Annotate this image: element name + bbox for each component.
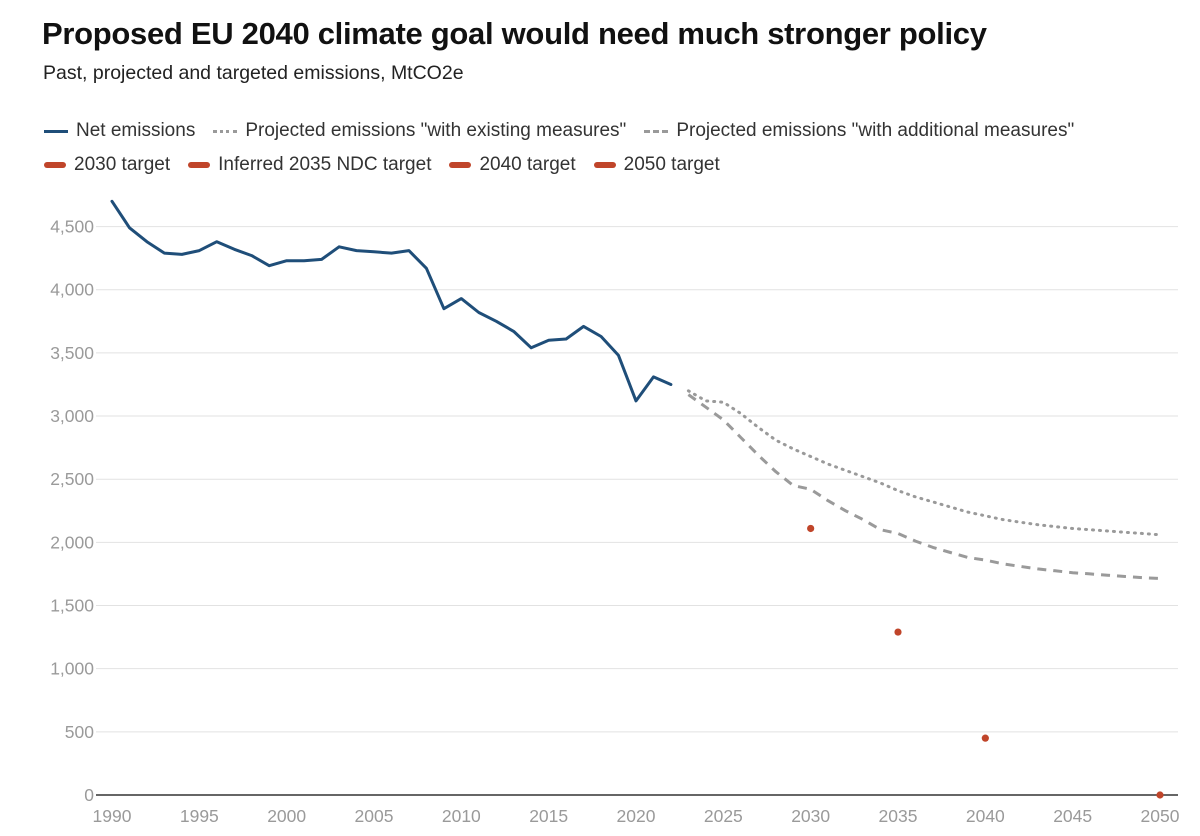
y-tick-label: 4,500 — [50, 217, 94, 237]
series-line-projected-emissions-with-existing-measures[interactable] — [686, 389, 1162, 537]
x-tick-label: 2030 — [791, 806, 830, 826]
y-tick-label: 2,000 — [50, 532, 94, 552]
y-tick-label: 1,500 — [50, 596, 94, 616]
series-line-net-emissions[interactable] — [110, 199, 673, 403]
legend-label-additional-measures: Projected emissions "with additional mea… — [676, 120, 1075, 141]
target-point-inferred-2035-ndc-target[interactable] — [894, 628, 902, 636]
legend-item-additional-measures[interactable]: Projected emissions "with additional mea… — [644, 120, 1074, 142]
y-tick-label: 2,500 — [50, 469, 94, 489]
y-tick-label: 1,000 — [50, 659, 94, 679]
legend-label-2035-target: Inferred 2035 NDC target — [218, 154, 432, 175]
legend-item-net-emissions[interactable]: Net emissions — [44, 120, 195, 142]
legend-swatch-2035-target — [188, 162, 211, 168]
x-tick-label: 2010 — [442, 806, 481, 826]
y-tick-label: 4,000 — [50, 280, 94, 300]
legend-label-2040-target: 2040 target — [479, 154, 576, 175]
x-tick-label: 1995 — [180, 806, 219, 826]
legend-label-net-emissions: Net emissions — [76, 120, 196, 141]
legend-item-2050-target[interactable]: 2050 target — [593, 154, 720, 176]
legend-item-2040-target[interactable]: 2040 target — [449, 154, 576, 176]
y-tick-label: 3,500 — [50, 343, 94, 363]
legend-item-existing-measures[interactable]: Projected emissions "with existing measu… — [213, 120, 626, 142]
legend-label-2030-target: 2030 target — [74, 154, 171, 175]
x-tick-label: 2020 — [617, 806, 656, 826]
legend-row-2: 2030 target Inferred 2035 NDC target 204… — [44, 154, 738, 176]
legend-swatch-2030-target — [44, 162, 66, 168]
y-tick-label: 0 — [84, 785, 94, 805]
legend-row-1: Net emissions Projected emissions "with … — [44, 120, 1092, 142]
legend-item-2035-target[interactable]: Inferred 2035 NDC target — [188, 154, 431, 176]
x-tick-label: 2015 — [529, 806, 568, 826]
legend-item-2030-target[interactable]: 2030 target — [44, 154, 170, 176]
target-point-2050-target[interactable] — [1156, 791, 1164, 799]
y-tick-label: 3,000 — [50, 406, 94, 426]
legend-swatch-additional-measures — [644, 129, 669, 133]
x-tick-label: 2050 — [1141, 806, 1180, 826]
x-tick-label: 2045 — [1053, 806, 1092, 826]
chart-subtitle: Past, projected and targeted emissions, … — [43, 62, 464, 84]
series-line-projected-emissions-with-additional-measures[interactable] — [687, 393, 1161, 580]
chart-title: Proposed EU 2040 climate goal would need… — [42, 16, 987, 51]
x-tick-label: 2025 — [704, 806, 743, 826]
target-layer — [807, 524, 1164, 799]
target-point-2030-target[interactable] — [807, 524, 815, 533]
series-layer — [110, 199, 1162, 580]
grid-layer — [96, 226, 1178, 733]
x-tick-label: 2000 — [267, 806, 306, 826]
x-tick-label: 2040 — [966, 806, 1005, 826]
y-tick-label: 500 — [65, 722, 94, 742]
legend-swatch-2040-target — [449, 162, 472, 168]
legend-swatch-existing-measures — [213, 129, 238, 133]
legend-swatch-net-emissions — [44, 129, 68, 133]
target-point-2040-target[interactable] — [981, 734, 989, 742]
legend-swatch-2050-target — [593, 162, 616, 168]
x-tick-label: 2005 — [355, 806, 394, 826]
axis-layer: 0 500 1,000 1,500 2,000 2,500 3,000 3,500 4,000 4… — [50, 217, 1180, 826]
legend-label-existing-measures: Projected emissions "with existing measu… — [245, 120, 627, 141]
legend-label-2050-target: 2050 target — [623, 154, 720, 175]
x-tick-label: 2035 — [879, 806, 918, 826]
x-tick-label: 1990 — [93, 806, 132, 826]
